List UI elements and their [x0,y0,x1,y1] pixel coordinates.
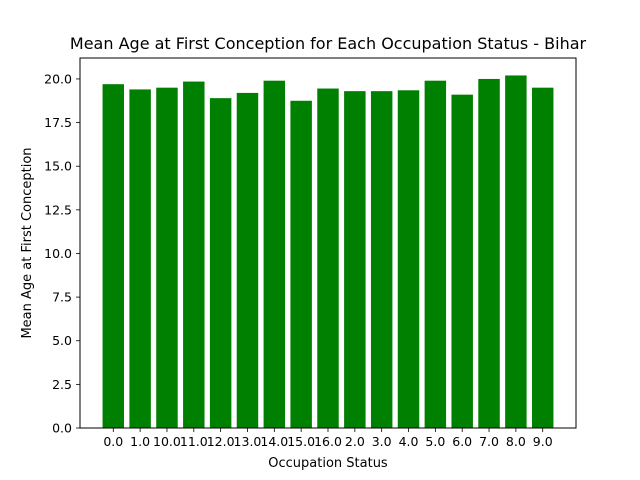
bar-3.0 [370,91,393,428]
x-tick-label: 12.0 [207,434,235,449]
x-tick-label: 10.0 [153,434,181,449]
x-tick-label: 5.0 [425,434,445,449]
y-tick-label: 0.0 [52,421,72,436]
y-tick-label: 12.5 [44,202,72,217]
x-tick-label: 6.0 [452,434,472,449]
x-tick-label: 1.0 [130,434,150,449]
bar-13.0 [236,92,259,428]
bar-7.0 [478,78,500,428]
bar-1.0 [129,89,151,429]
bar-12.0 [209,98,232,428]
y-tick-label: 5.0 [52,333,72,348]
x-tick-label: 9.0 [533,434,553,449]
y-tick-label: 15.0 [44,159,72,174]
y-axis-label: Mean Age at First Conception [20,147,35,338]
x-tick-label: 8.0 [506,434,526,449]
x-tick-label: 0.0 [103,434,123,449]
y-tick-label: 10.0 [44,246,72,261]
x-axis-label: Occupation Status [268,456,388,471]
plot-area-frame [79,57,577,429]
x-tick-label: 15.0 [287,434,315,449]
bar-11.0 [183,81,205,428]
y-tick-label: 7.5 [52,290,72,305]
x-tick-label: 3.0 [372,434,392,449]
bar-15.0 [290,100,312,428]
x-tick-label: 2.0 [345,434,365,449]
bar-5.0 [424,80,447,428]
bar-8.0 [505,75,527,428]
bar-10.0 [156,87,178,429]
bar-2.0 [344,91,366,428]
bar-6.0 [451,94,473,429]
bars-group [102,75,554,429]
bar-14.0 [263,80,286,428]
y-axis-ticks: 0.0 2.5 5.0 7.5 10.0 12.5 15.0 17.5 20.0 [44,71,80,436]
x-tick-label: 4.0 [399,434,419,449]
bar-16.0 [317,88,339,428]
bar-4.0 [397,90,420,428]
y-tick-label: 17.5 [44,115,72,130]
x-tick-label: 14.0 [260,434,288,449]
bar-0.0 [102,84,125,429]
x-tick-label: 11.0 [180,434,208,449]
chart-title: Mean Age at First Conception for Each Oc… [70,34,587,53]
x-tick-label: 16.0 [314,434,342,449]
x-tick-label: 7.0 [479,434,499,449]
x-axis-ticks: 0.0 1.0 10.011.012.013.014.015.016.0 2.0 3.0… [103,428,553,449]
y-tick-label: 2.5 [52,377,72,392]
x-tick-label: 13.0 [234,434,262,449]
y-tick-label: 20.0 [44,71,72,86]
bar-9.0 [531,87,554,429]
